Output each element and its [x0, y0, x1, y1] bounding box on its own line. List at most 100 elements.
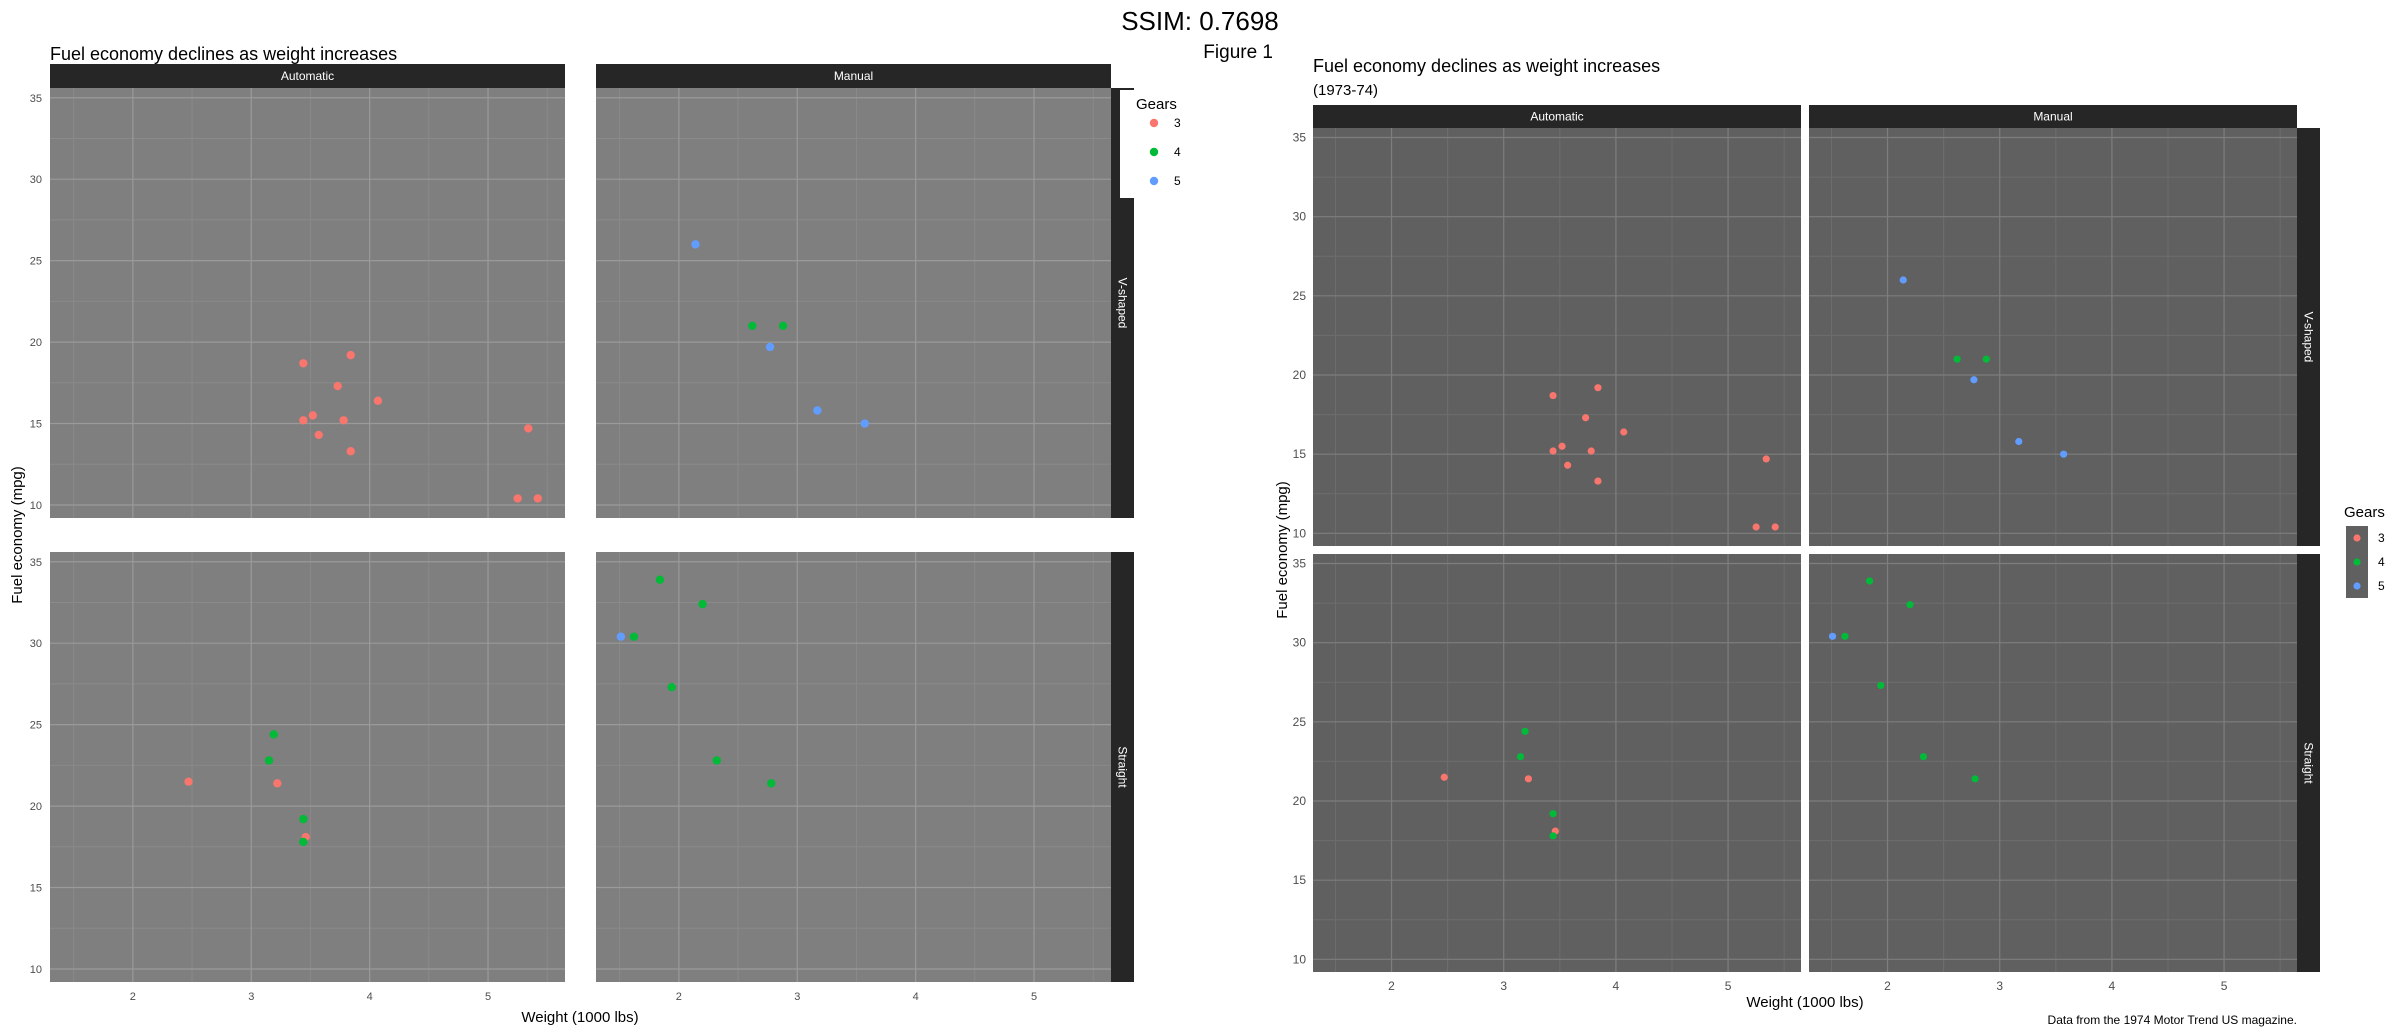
- data-point: [373, 396, 383, 405]
- data-point: [299, 837, 308, 847]
- x-tick-label: 3: [1996, 979, 2003, 993]
- data-point: [1440, 773, 1448, 781]
- data-point: [346, 350, 355, 360]
- facet-panel: [1313, 554, 1801, 972]
- y-tick-label: 35: [1293, 557, 1307, 571]
- data-point: [1970, 376, 1978, 384]
- chart-2: Fuel economy declines as weight increase…: [1274, 56, 2385, 1027]
- x-axis-label: Weight (1000 lbs): [521, 1009, 638, 1026]
- row-strip-label: Straight: [2302, 742, 2316, 784]
- legend-key: [2353, 558, 2361, 566]
- data-point: [1524, 775, 1532, 783]
- data-point: [655, 575, 665, 584]
- col-strip: [1809, 105, 2297, 128]
- row-strip-label: V-shaped: [1116, 278, 1130, 329]
- data-point: [1771, 523, 1779, 531]
- data-point: [513, 494, 522, 503]
- data-point: [299, 359, 308, 368]
- panel-background: [1313, 554, 1801, 972]
- y-tick-label: 25: [30, 720, 42, 732]
- col-strip-label: Manual: [2033, 110, 2072, 124]
- x-axis-label: Weight (1000 lbs): [1746, 994, 1863, 1011]
- data-point: [1828, 632, 1837, 640]
- legend-title: Gears: [2344, 504, 2385, 521]
- data-point: [184, 777, 193, 786]
- y-tick-label: 10: [1293, 952, 1307, 966]
- y-tick-label: 30: [1293, 636, 1307, 650]
- data-point: [1841, 632, 1849, 640]
- chart-title: Fuel economy declines as weight increase…: [1313, 56, 1660, 76]
- chart-1: Fuel economy declines as weight increase…: [9, 44, 1181, 1026]
- x-tick-label: 5: [1031, 991, 1037, 1003]
- facet-panel: [596, 88, 1111, 518]
- x-tick-label: 5: [1725, 979, 1732, 993]
- legend-key: [1149, 147, 1159, 157]
- data-point: [748, 321, 757, 331]
- y-tick-label: 35: [30, 93, 42, 105]
- facet-panel: [596, 552, 1111, 982]
- legend: Gears 3 4 5: [2344, 504, 2385, 598]
- panel-background: [596, 552, 1111, 982]
- data-point: [524, 424, 533, 433]
- panel-background: [596, 88, 1111, 518]
- data-point: [712, 756, 721, 765]
- y-axis-label: Fuel economy (mpg): [1274, 481, 1291, 619]
- panel-background: [1809, 128, 2297, 546]
- legend-label: 3: [2378, 531, 2385, 545]
- facet-panel: [1809, 554, 2297, 972]
- data-point: [765, 342, 775, 352]
- x-tick-label: 5: [485, 991, 491, 1003]
- legend-background: [1120, 90, 1176, 198]
- legend-key: [1149, 118, 1159, 128]
- panel-background: [50, 88, 565, 518]
- data-point: [767, 779, 776, 788]
- data-point: [1549, 391, 1557, 400]
- y-tick-label: 10: [30, 964, 42, 976]
- data-point: [533, 494, 542, 503]
- data-point: [1587, 447, 1595, 455]
- facet-panel: [1313, 128, 1801, 546]
- col-strip-label: Automatic: [1530, 110, 1583, 124]
- x-tick-label: 5: [2221, 979, 2228, 993]
- data-point: [1865, 577, 1874, 585]
- legend-label: 4: [1174, 145, 1181, 159]
- data-point: [346, 447, 355, 456]
- data-point: [1620, 428, 1628, 436]
- y-axis-label: Fuel economy (mpg): [9, 466, 26, 604]
- x-tick-label: 3: [794, 991, 800, 1003]
- col-strip: [1313, 105, 1801, 128]
- data-point: [698, 599, 707, 609]
- legend-key: [2353, 534, 2361, 542]
- data-point: [2015, 437, 2023, 446]
- data-point: [860, 419, 869, 428]
- data-point: [273, 779, 282, 788]
- data-point: [299, 814, 308, 824]
- data-point: [1982, 355, 1990, 363]
- data-point: [1549, 447, 1557, 455]
- data-point: [1564, 461, 1572, 469]
- y-tick-label: 30: [30, 638, 42, 650]
- y-tick-label: 30: [30, 174, 42, 186]
- data-point: [691, 240, 700, 249]
- legend-label: 5: [2378, 579, 2385, 593]
- row-strip: [2297, 128, 2320, 546]
- facet-panel: [50, 552, 565, 982]
- data-point: [813, 406, 822, 415]
- y-tick-label: 35: [30, 557, 42, 569]
- data-point: [314, 430, 323, 440]
- data-point: [1971, 775, 1979, 783]
- x-tick-label: 3: [1500, 979, 1507, 993]
- data-point: [333, 381, 342, 391]
- row-strip-label: V-shaped: [2302, 312, 2316, 363]
- data-point: [1919, 753, 1928, 761]
- y-tick-label: 10: [30, 500, 42, 512]
- x-tick-label: 4: [913, 991, 919, 1003]
- chart-title: Fuel economy declines as weight increase…: [50, 44, 397, 64]
- row-strip: [1111, 552, 1134, 982]
- y-tick-label: 20: [1293, 368, 1307, 382]
- ssim-score: SSIM: 0.7698: [1121, 6, 1279, 36]
- panel-background: [50, 552, 565, 982]
- data-point: [1752, 523, 1760, 531]
- legend-title: Gears: [1136, 96, 1177, 113]
- data-point: [308, 411, 318, 420]
